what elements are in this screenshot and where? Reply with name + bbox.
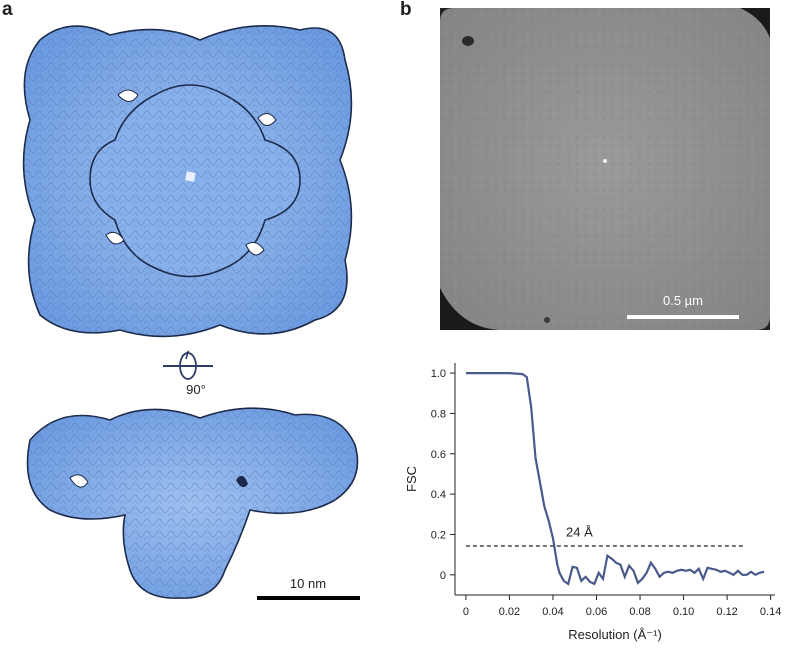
micrograph-image: 0.5 µm	[440, 8, 770, 330]
y-tick-label: 0.8	[431, 408, 446, 420]
x-tick-label: 0	[463, 606, 469, 618]
y-tick-label: 0.4	[431, 489, 446, 501]
rotation-label: 90°	[186, 382, 206, 397]
x-tick-label: 0.12	[716, 606, 737, 618]
panel-label-b: b	[400, 0, 412, 20]
x-tick-label: 0.06	[586, 606, 607, 618]
scale-bar-b-label: 0.5 µm	[663, 293, 703, 308]
cryoem-density-map: 90° 10 nm	[22, 24, 360, 600]
y-tick-label: 0.6	[431, 449, 446, 461]
x-tick-label: 0.04	[542, 606, 563, 618]
fsc-curve	[465, 372, 765, 586]
panel-label-a: a	[2, 0, 13, 20]
x-axis-label: Resolution (Å⁻¹)	[568, 627, 662, 642]
y-tick-label: 1.0	[431, 368, 446, 380]
x-tick-label: 0.14	[760, 606, 781, 618]
y-axis-label: FSC	[404, 466, 419, 492]
top-view-map	[22, 24, 353, 338]
y-ticks: 0 0.2 0.4 0.6 0.8 1.0	[431, 368, 455, 582]
resolution-annotation: 24 Å	[566, 524, 593, 539]
scale-bar-a-label: 10 nm	[290, 576, 326, 591]
chart-axes	[454, 363, 775, 596]
x-tick-label: 0.02	[499, 606, 520, 618]
y-tick-label: 0	[440, 570, 446, 582]
rotation-icon	[163, 350, 213, 380]
x-tick-label: 0.10	[673, 606, 694, 618]
x-tick-label: 0.08	[629, 606, 650, 618]
y-tick-label: 0.2	[431, 529, 446, 541]
side-view-map	[26, 407, 359, 599]
x-ticks: 0 0.02 0.04 0.06 0.08 0.10 0.12 0.14	[463, 595, 781, 618]
fsc-chart: 0 0.02 0.04 0.06 0.08 0.10 0.12 0.14 0 0.2 0.4 0.6…	[404, 363, 781, 642]
